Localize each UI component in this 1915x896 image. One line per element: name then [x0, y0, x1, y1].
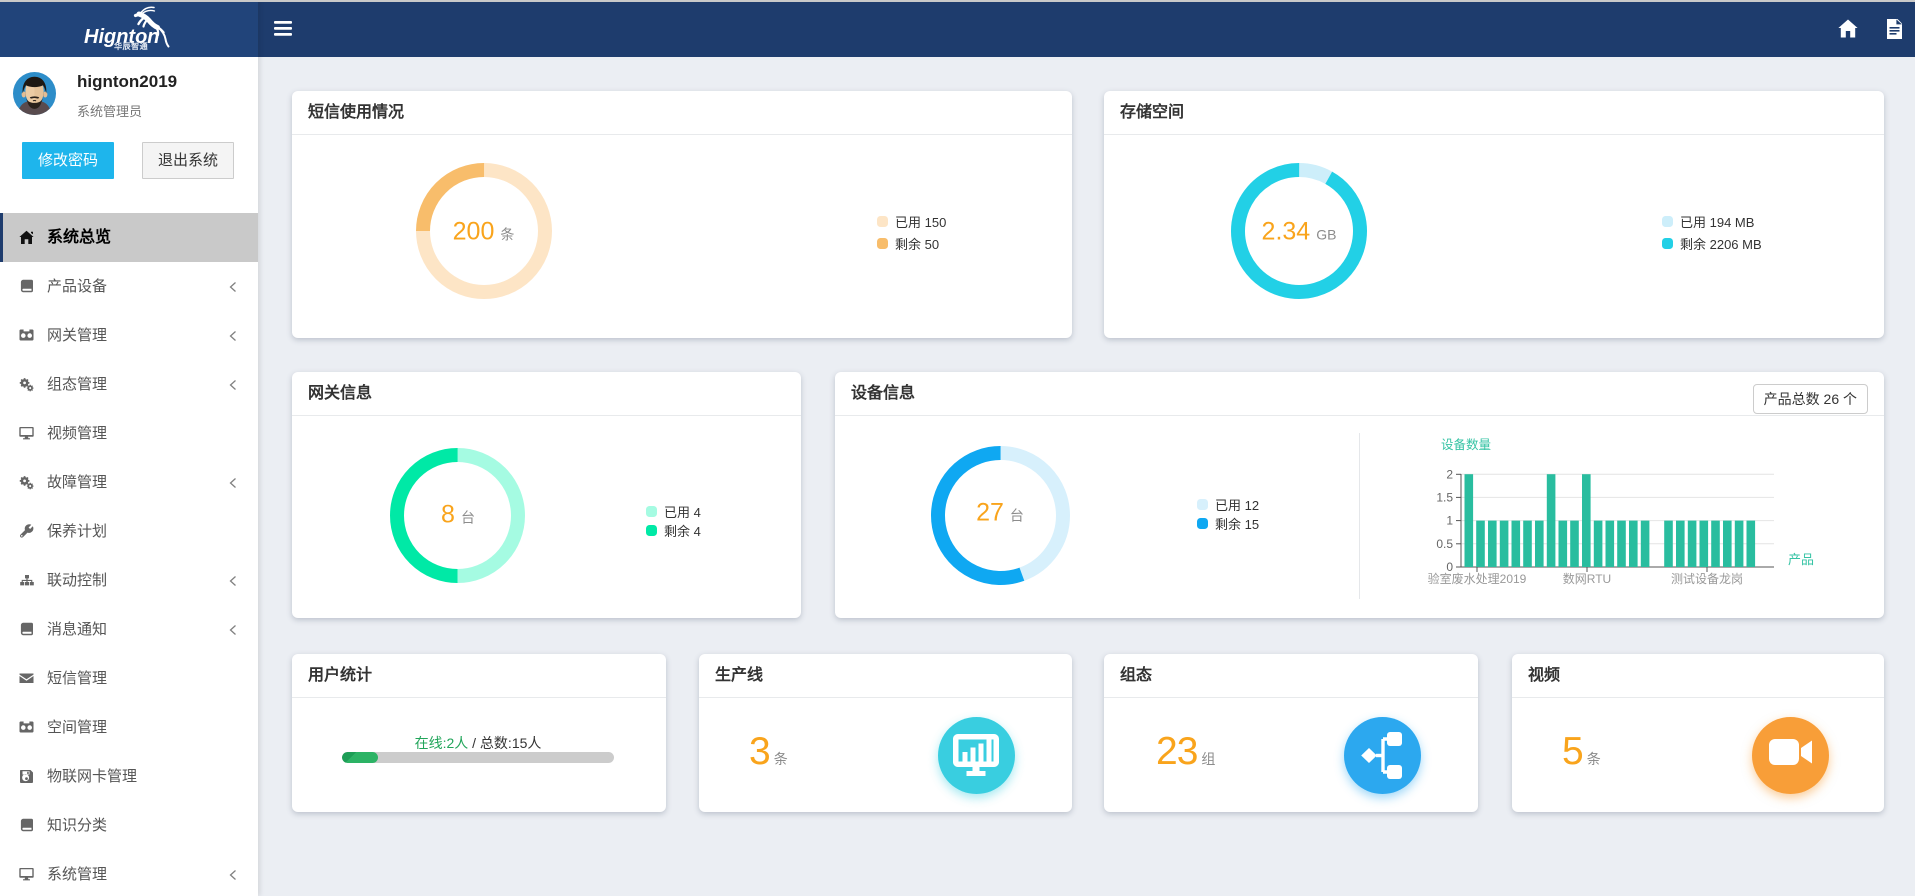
svg-text:1.5: 1.5	[1436, 490, 1453, 504]
svg-text:测试设备龙岗: 测试设备龙岗	[1671, 571, 1743, 586]
svg-text:数网RTU: 数网RTU	[1563, 571, 1611, 586]
svg-text:0.5: 0.5	[1436, 537, 1453, 551]
svg-text:产品: 产品	[1788, 552, 1814, 567]
svg-text:1: 1	[1446, 514, 1453, 528]
svg-text:验室废水处理2019: 验室废水处理2019	[1428, 571, 1527, 586]
svg-text:0: 0	[1446, 560, 1453, 574]
svg-text:设备数量: 设备数量	[1441, 437, 1491, 452]
svg-text:2: 2	[1446, 467, 1453, 481]
